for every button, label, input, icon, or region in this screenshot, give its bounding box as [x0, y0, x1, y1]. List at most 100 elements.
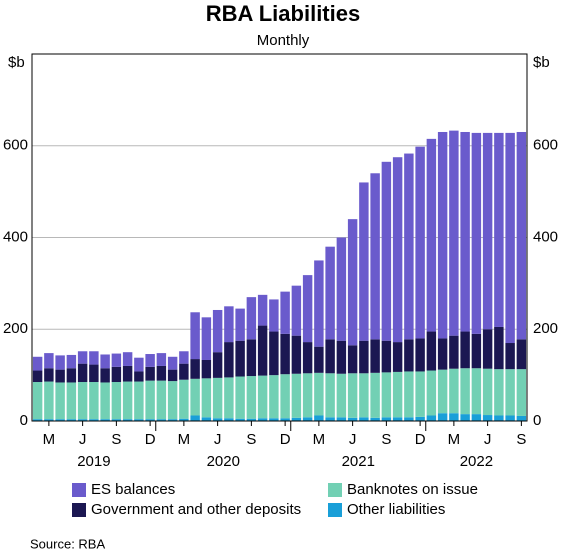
x-tick-label: S	[246, 431, 256, 448]
bar-segment	[392, 371, 403, 418]
bar-segment	[291, 417, 302, 421]
bar-segment	[122, 352, 133, 366]
bar-segment	[156, 419, 167, 421]
bar-segment	[55, 355, 65, 370]
bar-segment	[505, 132, 515, 344]
bar-segment	[471, 368, 482, 415]
plot-frame	[31, 53, 528, 422]
bar-segment	[291, 373, 302, 418]
bar-segment	[460, 331, 470, 369]
bar-segment	[437, 413, 448, 421]
bar-segment	[460, 368, 470, 415]
bar-segment	[111, 382, 122, 420]
bar-segment	[32, 370, 43, 383]
bar-segment	[426, 370, 437, 416]
bar-segment	[257, 418, 268, 421]
bar-segment	[100, 419, 110, 421]
bar-segment	[516, 339, 527, 370]
bar-segment	[89, 351, 99, 365]
bar-segment	[381, 372, 392, 418]
bar-segment	[190, 359, 200, 379]
bar-segment	[381, 161, 392, 341]
bar-segment	[134, 357, 144, 372]
bar-segment	[415, 416, 425, 421]
x-tick-label: S	[516, 431, 526, 448]
bar-segment	[179, 363, 189, 380]
bar-segment	[190, 415, 200, 421]
bar-segment	[179, 351, 189, 364]
bar-segment	[415, 371, 425, 417]
bar-segment	[280, 374, 290, 419]
y-tick-label: 600	[3, 137, 28, 154]
bar-segment	[494, 415, 504, 421]
bar-segment	[100, 382, 110, 420]
legend-label: ES balances	[91, 481, 175, 498]
y-unit-left: $b	[8, 54, 25, 71]
bar-segment	[246, 339, 257, 377]
bar-segment	[122, 365, 133, 382]
bar-segment	[426, 415, 437, 421]
bar-segment	[55, 382, 65, 420]
bar-segment	[145, 354, 155, 367]
bar-segment	[246, 297, 257, 340]
bar-segment	[449, 335, 459, 369]
bar-segment	[145, 419, 155, 421]
bar-segment	[314, 260, 324, 347]
y-unit-right: $b	[533, 54, 550, 71]
bar-segment	[449, 368, 459, 414]
legend-swatch	[328, 503, 342, 517]
bar-segment	[460, 131, 470, 332]
bar-segment	[235, 340, 245, 377]
bar-segment	[370, 372, 380, 418]
chart-title: RBA Liabilities	[206, 1, 360, 26]
x-tick-label: S	[381, 431, 391, 448]
bar-segment	[392, 342, 403, 372]
y-tick-label: 200	[3, 320, 28, 337]
bar-segment	[32, 382, 43, 420]
bar-segment	[302, 417, 313, 421]
bar-segment	[482, 329, 493, 369]
bar-segment	[314, 346, 324, 373]
bar-segment	[437, 369, 448, 414]
bar-segment	[77, 419, 88, 421]
bar-segment	[325, 339, 335, 374]
bar-segment	[89, 364, 99, 383]
bar-segment	[156, 365, 167, 381]
bar-segment	[100, 354, 110, 369]
bar-segment	[336, 340, 347, 374]
bar-segment	[516, 369, 527, 416]
bar-segment	[167, 369, 178, 382]
bar-segment	[44, 368, 54, 382]
legend-swatch	[72, 483, 86, 497]
bar-segment	[404, 417, 414, 421]
bar-segment	[482, 415, 493, 421]
bar-segment	[437, 338, 448, 370]
bar-segment	[167, 356, 178, 370]
x-tick-label: D	[280, 431, 291, 448]
bar-segment	[66, 419, 77, 421]
bar-segment	[404, 339, 414, 372]
bar-segment	[392, 157, 403, 343]
legend-label: Government and other deposits	[91, 501, 301, 518]
year-label: 2019	[77, 453, 110, 470]
bar-segment	[201, 378, 212, 418]
bar-segment	[44, 381, 54, 420]
bar-segment	[179, 379, 189, 419]
bar-segment	[190, 378, 200, 416]
bar-segment	[156, 353, 167, 366]
bar-segment	[111, 419, 122, 421]
bar-segment	[201, 317, 212, 360]
year-label: 2021	[342, 453, 375, 470]
bar-segment	[370, 417, 380, 421]
bar-segment	[269, 331, 279, 376]
bar-segment	[471, 132, 482, 334]
bar-segment	[167, 419, 178, 421]
y-tick-label: 0	[20, 412, 28, 429]
x-tick-label: D	[145, 431, 156, 448]
bar-segment	[336, 237, 347, 341]
bar-segment	[134, 419, 144, 421]
bar-segment	[134, 371, 144, 382]
x-tick-label: M	[313, 431, 326, 448]
bar-segment	[224, 306, 234, 343]
